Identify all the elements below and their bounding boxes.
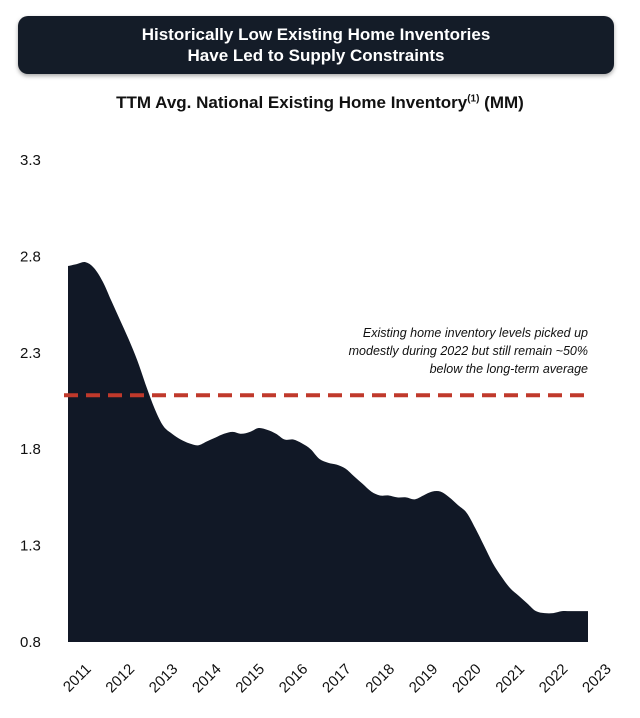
chart-title-unit: (MM) [479, 93, 524, 112]
x-tick-label: 2015 [232, 661, 268, 697]
annotation-line-3: below the long-term average [429, 362, 588, 376]
x-tick-label: 2011 [60, 661, 95, 696]
y-tick-label: 1.8 [20, 441, 41, 458]
y-tick-label: 3.3 [20, 152, 41, 169]
x-tick-label: 2023 [579, 661, 615, 697]
x-tick-label: 2021 [492, 661, 528, 697]
y-tick-label: 1.3 [20, 538, 41, 555]
annotation-line-2: modestly during 2022 but still remain ~5… [348, 344, 588, 358]
x-tick-label: 2019 [406, 661, 442, 697]
annotation-line-1: Existing home inventory levels picked up [362, 326, 588, 340]
x-tick-label: 2020 [449, 661, 485, 697]
y-tick-label: 2.3 [20, 345, 41, 362]
chart-title-text: TTM Avg. National Existing Home Inventor… [116, 93, 468, 112]
plot-area [64, 262, 588, 642]
x-tick-label: 2022 [536, 661, 572, 697]
y-tick-label: 2.8 [20, 248, 41, 265]
x-axis: 2011 2012 2013 2014 2015 2016 2017 2018 2019 2020… [60, 661, 615, 697]
x-tick-label: 2013 [146, 661, 182, 697]
x-tick-label: 2014 [189, 661, 225, 697]
y-axis: 3.3 2.8 2.3 1.8 1.3 0.8 [20, 152, 41, 651]
annotation: Existing home inventory levels picked up… [288, 324, 588, 378]
x-tick-label: 2016 [276, 661, 312, 697]
chart-title: TTM Avg. National Existing Home Inventor… [0, 93, 640, 113]
banner-line-2: Have Led to Supply Constraints [187, 46, 445, 65]
inventory-area-series [68, 262, 588, 642]
x-tick-label: 2012 [102, 661, 138, 697]
y-tick-label: 0.8 [20, 634, 41, 651]
title-banner: Historically Low Existing Home Inventori… [18, 16, 614, 74]
chart-title-footnote: (1) [467, 93, 480, 105]
x-tick-label: 2018 [362, 661, 398, 697]
x-tick-label: 2017 [319, 661, 355, 697]
banner-line-1: Historically Low Existing Home Inventori… [141, 25, 491, 44]
